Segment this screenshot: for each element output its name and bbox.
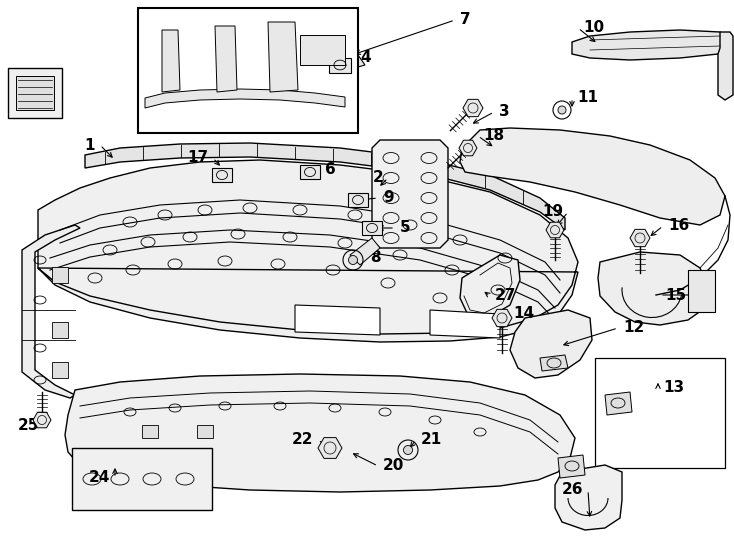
Text: 1: 1 bbox=[84, 138, 95, 152]
Polygon shape bbox=[52, 362, 68, 378]
Text: 10: 10 bbox=[583, 21, 604, 36]
Text: 22: 22 bbox=[291, 433, 313, 448]
Polygon shape bbox=[38, 160, 578, 342]
Polygon shape bbox=[197, 425, 213, 438]
Text: 6: 6 bbox=[325, 163, 335, 178]
Polygon shape bbox=[430, 310, 500, 338]
Text: 4: 4 bbox=[360, 51, 371, 65]
Polygon shape bbox=[688, 270, 715, 312]
FancyBboxPatch shape bbox=[138, 8, 358, 133]
Polygon shape bbox=[8, 68, 62, 118]
Polygon shape bbox=[33, 412, 51, 428]
Text: 15: 15 bbox=[665, 287, 686, 302]
Polygon shape bbox=[145, 89, 345, 108]
Polygon shape bbox=[460, 255, 520, 318]
Polygon shape bbox=[546, 222, 564, 238]
Polygon shape bbox=[85, 143, 565, 230]
Polygon shape bbox=[605, 392, 632, 415]
Text: 13: 13 bbox=[663, 381, 684, 395]
Polygon shape bbox=[300, 35, 345, 65]
Text: 12: 12 bbox=[623, 321, 644, 335]
Text: 19: 19 bbox=[542, 205, 563, 219]
Text: 25: 25 bbox=[18, 417, 39, 433]
Text: 24: 24 bbox=[89, 470, 110, 485]
Polygon shape bbox=[558, 455, 585, 478]
Text: 8: 8 bbox=[370, 251, 381, 266]
Polygon shape bbox=[510, 310, 592, 378]
Polygon shape bbox=[459, 140, 477, 156]
Text: 11: 11 bbox=[577, 91, 598, 105]
Polygon shape bbox=[162, 30, 180, 92]
Polygon shape bbox=[318, 437, 342, 458]
Polygon shape bbox=[52, 322, 68, 338]
Polygon shape bbox=[22, 225, 80, 398]
Text: 27: 27 bbox=[495, 288, 517, 303]
Polygon shape bbox=[492, 309, 512, 327]
Text: 3: 3 bbox=[499, 105, 509, 119]
Polygon shape bbox=[268, 22, 298, 92]
Polygon shape bbox=[598, 252, 710, 325]
Polygon shape bbox=[372, 140, 448, 248]
Text: 26: 26 bbox=[562, 483, 583, 497]
Ellipse shape bbox=[558, 106, 566, 114]
Text: 9: 9 bbox=[383, 191, 393, 206]
Polygon shape bbox=[540, 355, 568, 371]
Polygon shape bbox=[142, 425, 158, 438]
Text: 2: 2 bbox=[372, 171, 383, 186]
Text: 21: 21 bbox=[421, 433, 443, 448]
Polygon shape bbox=[52, 267, 68, 283]
FancyBboxPatch shape bbox=[72, 448, 212, 510]
Ellipse shape bbox=[349, 255, 357, 265]
FancyBboxPatch shape bbox=[300, 165, 320, 179]
Text: 23: 23 bbox=[15, 80, 37, 96]
Ellipse shape bbox=[404, 446, 413, 455]
Text: 17: 17 bbox=[187, 151, 208, 165]
Polygon shape bbox=[630, 230, 650, 247]
FancyBboxPatch shape bbox=[329, 58, 351, 73]
Text: 16: 16 bbox=[668, 219, 689, 233]
Text: 18: 18 bbox=[483, 129, 504, 144]
Text: 20: 20 bbox=[383, 458, 404, 474]
Polygon shape bbox=[295, 305, 380, 335]
Polygon shape bbox=[332, 55, 365, 72]
Polygon shape bbox=[460, 128, 725, 225]
Polygon shape bbox=[215, 26, 237, 92]
Text: 5: 5 bbox=[400, 220, 410, 235]
Polygon shape bbox=[65, 374, 575, 492]
Polygon shape bbox=[16, 76, 54, 110]
Text: 7: 7 bbox=[460, 12, 470, 28]
FancyBboxPatch shape bbox=[348, 193, 368, 207]
Text: 14: 14 bbox=[513, 307, 534, 321]
Polygon shape bbox=[555, 465, 622, 530]
FancyBboxPatch shape bbox=[212, 168, 232, 182]
FancyBboxPatch shape bbox=[595, 358, 725, 468]
FancyBboxPatch shape bbox=[362, 221, 382, 235]
Polygon shape bbox=[463, 99, 483, 117]
Polygon shape bbox=[572, 30, 728, 60]
Polygon shape bbox=[350, 238, 380, 265]
Polygon shape bbox=[718, 32, 733, 100]
